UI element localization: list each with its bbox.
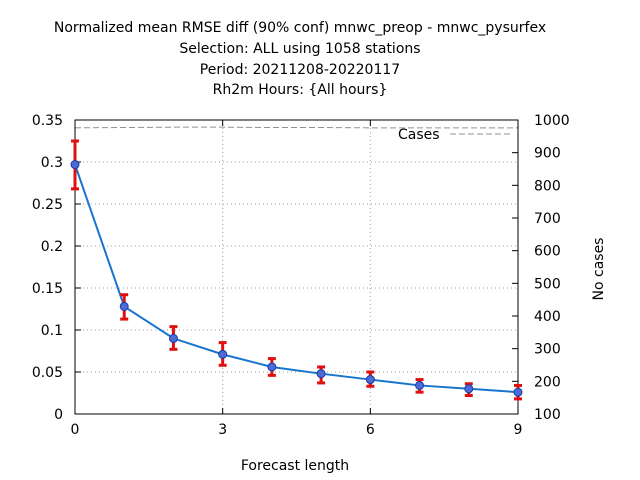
y-tick-label: 0.05 xyxy=(32,365,63,381)
y-tick-label: 0.2 xyxy=(41,239,63,255)
y-tick-label: 0.15 xyxy=(32,281,63,297)
x-axis-label: Forecast length xyxy=(241,458,349,474)
y2-tick-label: 500 xyxy=(534,276,561,292)
data-point xyxy=(119,301,129,311)
y-tick-label: 0.25 xyxy=(32,197,63,213)
y2-axis-label: No cases xyxy=(591,238,607,301)
cases-layer xyxy=(74,126,518,135)
x-tick-label: 0 xyxy=(71,422,80,438)
chart-title-line-1: Normalized mean RMSE diff (90% conf) mnw… xyxy=(53,20,547,36)
x-tick-label: 9 xyxy=(514,422,523,438)
data-point xyxy=(168,333,178,343)
x-tick-label: 3 xyxy=(218,422,227,438)
y2-tick-label: 200 xyxy=(534,374,561,390)
y2-tick-label: 300 xyxy=(534,342,561,358)
axes-layer: 0 3 6 9 0 0.05 0.1 0.15 0.2 0.25 0.3 0.35 100 200 300 4… xyxy=(32,113,570,438)
data-point xyxy=(316,369,326,379)
y2-tick-label: 400 xyxy=(534,309,561,325)
data-point xyxy=(267,362,277,372)
plot-frame xyxy=(74,119,519,415)
rmse-diff-line xyxy=(74,164,519,394)
y2-tick-label: 800 xyxy=(534,178,561,194)
y-tick-label: 0 xyxy=(54,407,63,423)
y-tick-label: 0.1 xyxy=(41,323,63,339)
data-point xyxy=(415,380,425,390)
x-tick-label: 6 xyxy=(366,422,375,438)
chart-title-line-3: Period: 20211208-20220117 xyxy=(199,62,401,78)
data-point xyxy=(70,160,80,170)
legend-label-cases: Cases xyxy=(398,127,440,143)
y-tick-label: 0.3 xyxy=(41,155,63,171)
chart-title-line-2: Selection: ALL using 1058 stations xyxy=(179,41,421,57)
y-tick-label: 0.35 xyxy=(32,113,63,129)
y2-tick-label: 1000 xyxy=(534,113,570,129)
y2-tick-label: 700 xyxy=(534,211,561,227)
y2-tick-label: 600 xyxy=(534,244,561,260)
y2-tick-label: 100 xyxy=(534,407,561,423)
data-point xyxy=(464,384,474,394)
chart-title-line-4: Rh2m Hours: {All hours} xyxy=(212,82,388,98)
data-point xyxy=(513,387,523,397)
y2-tick-label: 900 xyxy=(534,146,561,162)
data-point xyxy=(365,375,375,385)
cases-series-line xyxy=(74,126,518,129)
series-layer xyxy=(70,139,523,401)
data-point xyxy=(218,349,228,359)
